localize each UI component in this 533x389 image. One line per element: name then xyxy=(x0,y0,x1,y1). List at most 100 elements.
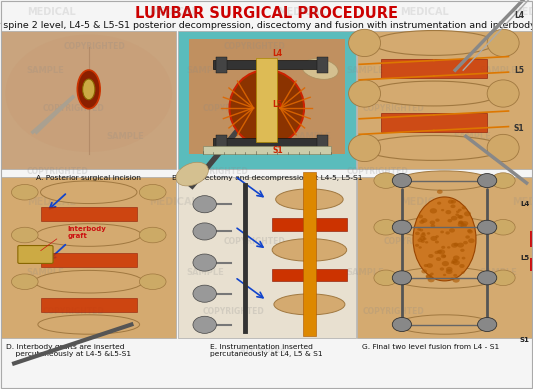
Circle shape xyxy=(415,231,420,235)
Text: E. Instrumentation inserted
percutaneously at L4, L5 & S1: E. Instrumentation inserted percutaneous… xyxy=(211,344,323,357)
Circle shape xyxy=(456,210,459,213)
Circle shape xyxy=(440,231,444,233)
Circle shape xyxy=(419,229,423,231)
Text: COPYRIGHTED: COPYRIGHTED xyxy=(187,166,248,176)
Text: MEDICAL: MEDICAL xyxy=(512,197,533,207)
Circle shape xyxy=(446,210,451,214)
Text: COPYRIGHTED: COPYRIGHTED xyxy=(64,42,126,51)
Bar xyxy=(272,269,346,282)
Circle shape xyxy=(467,230,473,233)
Circle shape xyxy=(451,200,456,203)
Circle shape xyxy=(430,273,434,275)
Text: MEDICAL: MEDICAL xyxy=(277,197,326,207)
Circle shape xyxy=(435,219,440,222)
Bar xyxy=(381,113,487,132)
Text: SAMPLE: SAMPLE xyxy=(346,268,384,277)
Ellipse shape xyxy=(140,184,166,200)
Text: G. Final two level fusion from L4 - S1: G. Final two level fusion from L4 - S1 xyxy=(362,344,500,350)
Text: MEDICAL: MEDICAL xyxy=(149,197,198,207)
Ellipse shape xyxy=(374,219,398,235)
Text: SAMPLE: SAMPLE xyxy=(107,131,144,141)
Circle shape xyxy=(462,206,466,209)
Circle shape xyxy=(478,220,497,234)
Text: D. Interbody grafts are inserted
    percutaneously at L4-5 &L5-S1: D. Interbody grafts are inserted percuta… xyxy=(6,344,132,357)
Text: MEDICAL: MEDICAL xyxy=(400,7,448,17)
Circle shape xyxy=(453,274,457,277)
Ellipse shape xyxy=(12,227,38,243)
Circle shape xyxy=(430,221,435,224)
Text: COPYRIGHTED: COPYRIGHTED xyxy=(203,104,264,114)
Circle shape xyxy=(467,229,472,233)
Ellipse shape xyxy=(394,267,495,288)
Ellipse shape xyxy=(368,81,499,106)
Bar xyxy=(303,172,316,335)
Text: L5: L5 xyxy=(514,66,524,75)
Ellipse shape xyxy=(413,197,476,281)
Ellipse shape xyxy=(140,227,166,243)
Circle shape xyxy=(435,235,439,238)
Ellipse shape xyxy=(487,29,519,56)
Bar xyxy=(189,39,345,154)
Ellipse shape xyxy=(349,29,381,56)
Circle shape xyxy=(446,267,453,272)
Circle shape xyxy=(459,221,464,224)
Circle shape xyxy=(424,264,428,267)
Text: B. Laminectomy and decompression at L4-5, L5-S1: B. Laminectomy and decompression at L4-5… xyxy=(172,175,362,181)
Text: L4: L4 xyxy=(520,201,529,207)
Ellipse shape xyxy=(374,270,398,286)
Ellipse shape xyxy=(83,79,95,100)
Circle shape xyxy=(451,259,458,263)
Ellipse shape xyxy=(399,171,490,190)
Circle shape xyxy=(447,246,450,249)
Circle shape xyxy=(193,254,216,271)
Ellipse shape xyxy=(395,217,494,238)
Text: COPYRIGHTED: COPYRIGHTED xyxy=(362,104,424,114)
Circle shape xyxy=(431,224,435,228)
Ellipse shape xyxy=(36,224,141,246)
Ellipse shape xyxy=(302,59,338,79)
Circle shape xyxy=(442,261,449,266)
Ellipse shape xyxy=(38,315,140,334)
Ellipse shape xyxy=(373,30,495,55)
Circle shape xyxy=(426,263,433,268)
FancyBboxPatch shape xyxy=(530,258,533,271)
Circle shape xyxy=(457,243,464,248)
Circle shape xyxy=(453,260,460,265)
Circle shape xyxy=(450,277,454,280)
Text: COPYRIGHTED: COPYRIGHTED xyxy=(384,42,446,51)
Circle shape xyxy=(462,221,469,226)
Text: SAMPLE: SAMPLE xyxy=(293,131,331,141)
Circle shape xyxy=(436,257,441,261)
Circle shape xyxy=(458,221,463,224)
Circle shape xyxy=(392,271,411,285)
Circle shape xyxy=(453,277,460,283)
Text: COPYRIGHTED: COPYRIGHTED xyxy=(43,104,104,114)
Ellipse shape xyxy=(491,270,515,286)
Bar xyxy=(357,177,532,338)
Circle shape xyxy=(451,216,457,221)
Bar xyxy=(216,58,227,73)
Text: Interbody
graft: Interbody graft xyxy=(67,226,106,239)
Text: L4: L4 xyxy=(514,11,524,20)
Ellipse shape xyxy=(349,134,381,161)
Circle shape xyxy=(392,173,411,187)
Circle shape xyxy=(428,254,433,258)
Bar xyxy=(214,61,320,69)
Bar xyxy=(381,58,487,78)
Circle shape xyxy=(438,249,445,254)
Text: MEDICAL: MEDICAL xyxy=(149,7,198,17)
Circle shape xyxy=(418,215,423,218)
Circle shape xyxy=(478,173,497,187)
Text: COPYRIGHTED: COPYRIGHTED xyxy=(27,166,88,176)
Bar xyxy=(41,207,136,221)
Bar xyxy=(203,146,330,154)
Ellipse shape xyxy=(77,70,100,109)
Ellipse shape xyxy=(364,135,504,160)
Circle shape xyxy=(465,235,470,239)
Text: SAMPLE: SAMPLE xyxy=(27,65,64,75)
Circle shape xyxy=(453,256,459,260)
Circle shape xyxy=(441,246,445,249)
Circle shape xyxy=(193,223,216,240)
Text: art works: art works xyxy=(240,345,285,355)
Circle shape xyxy=(446,269,453,274)
